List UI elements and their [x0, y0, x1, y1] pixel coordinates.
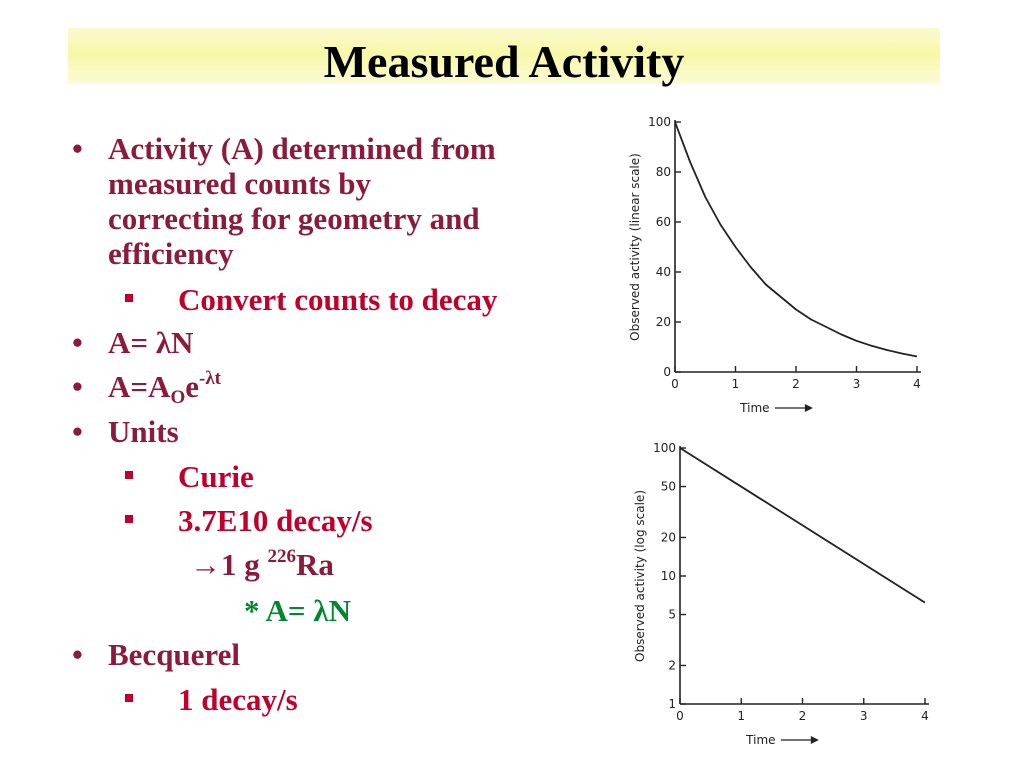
chart-0-x-axis-label: Time [739, 401, 769, 415]
sub-bullet-curie-value: 3.7E10 decay/s [178, 503, 373, 538]
chart-0-y-tick-label-5: 100 [648, 115, 671, 129]
slide-title: Measured Activity [323, 36, 685, 87]
sub-bullet-convert: Convert counts to decay [178, 282, 498, 317]
bullet-list: • Activity (A) determined from measured … [72, 131, 498, 717]
bullet-becquerel: Becquerel [108, 637, 241, 672]
formula-subscript: O [170, 387, 186, 408]
chart-1-y-tick-label-4: 20 [661, 530, 676, 544]
bullet-1-line-4: efficiency [108, 236, 234, 271]
arrow-icon: → [190, 547, 221, 582]
chart-1-x-tick-label-0: 0 [676, 709, 684, 723]
chart-1-y-tick-label-1: 2 [668, 658, 676, 672]
chart-1-y-tick-label-5: 50 [661, 480, 676, 494]
chart-0-x-tick-label-0: 0 [671, 377, 679, 391]
lambda-symbol: λ [155, 325, 172, 360]
note-prefix: * A= [244, 593, 314, 628]
radium-mass-number: 226 [267, 546, 297, 567]
formula-a-lambda-n: A= λN [108, 326, 193, 360]
chart-0-x-tick-label-1: 1 [732, 377, 740, 391]
chart-1-y-tick-label-3: 10 [661, 569, 676, 583]
chart-1-x-axis-arrowhead [810, 736, 819, 744]
formula-e: e [185, 369, 199, 404]
title-band [68, 28, 940, 84]
chart-1-y-tick-label-2: 5 [668, 608, 676, 622]
sub-bullet-becquerel-value: 1 decay/s [178, 682, 298, 717]
lambda-symbol: λ [313, 593, 329, 628]
linear-decay-chart: 0 20 40 60 80 100 0 1 2 3 4 Time Observed activity (… [628, 115, 921, 415]
formula-prefix: A= [108, 325, 156, 360]
chart-1-y-axis-label: Observed activity (log scale) [633, 490, 647, 662]
chart-0-y-tick-label-2: 40 [656, 265, 671, 279]
bullet-dot: • [72, 131, 83, 166]
bullet-dot: • [72, 637, 83, 672]
chart-0-x-axis-arrowhead [804, 404, 813, 412]
activity-formula-note: * A= λN [244, 594, 351, 628]
square-bullet [125, 515, 133, 523]
chart-1-x-tick-label-3: 3 [860, 709, 868, 723]
radium-mass: 1 g [221, 547, 268, 582]
chart-0-x-tick-label-2: 2 [792, 377, 800, 391]
chart-0-y-tick-label-4: 80 [656, 165, 671, 179]
sub-bullet-curie: Curie [178, 459, 254, 494]
bullet-1-line-1: Activity (A) determined from [108, 131, 496, 166]
chart-1-decay-series-line [679, 447, 926, 604]
bullet-1-line-3: correcting for geometry and [108, 201, 480, 236]
square-bullet [125, 471, 133, 479]
formula-exponent: -λt [199, 368, 221, 389]
chart-0-y-tick-label-3: 60 [656, 215, 671, 229]
chart-1-x-axis-label: Time [745, 733, 775, 747]
chart-0-x-tick-label-4: 4 [913, 377, 921, 391]
chart-0-x-tick-label-3: 3 [853, 377, 861, 391]
chart-1-x-tick-label-2: 2 [799, 709, 807, 723]
formula-decay-law: A=AOe-λt [108, 368, 221, 407]
chart-1-x-tick-label-1: 1 [737, 709, 745, 723]
formula-a: A=A [108, 369, 171, 404]
chart-0-y-axis-label: Observed activity (linear scale) [628, 153, 642, 341]
bullet-dot: • [72, 414, 83, 449]
chart-0-decay-series-line [674, 121, 918, 358]
chart-0-y-tick-label-1: 20 [656, 315, 671, 329]
radium-equivalence: →1 g 226Ra [190, 546, 334, 582]
radium-symbol: Ra [296, 547, 334, 582]
bullet-units: Units [108, 414, 179, 449]
note-suffix: N [328, 593, 351, 628]
square-bullet [125, 294, 133, 302]
chart-1-x-tick-label-4: 4 [921, 709, 929, 723]
bullet-dot: • [72, 369, 83, 404]
chart-1-y-tick-label-0: 1 [668, 697, 676, 711]
square-bullet [125, 694, 133, 702]
bullet-1-line-2: measured counts by [108, 166, 371, 201]
chart-1-y-tick-label-6: 100 [653, 441, 676, 455]
formula-suffix: N [171, 325, 194, 360]
chart-0-y-tick-label-0: 0 [663, 365, 671, 379]
bullet-dot: • [72, 325, 83, 360]
